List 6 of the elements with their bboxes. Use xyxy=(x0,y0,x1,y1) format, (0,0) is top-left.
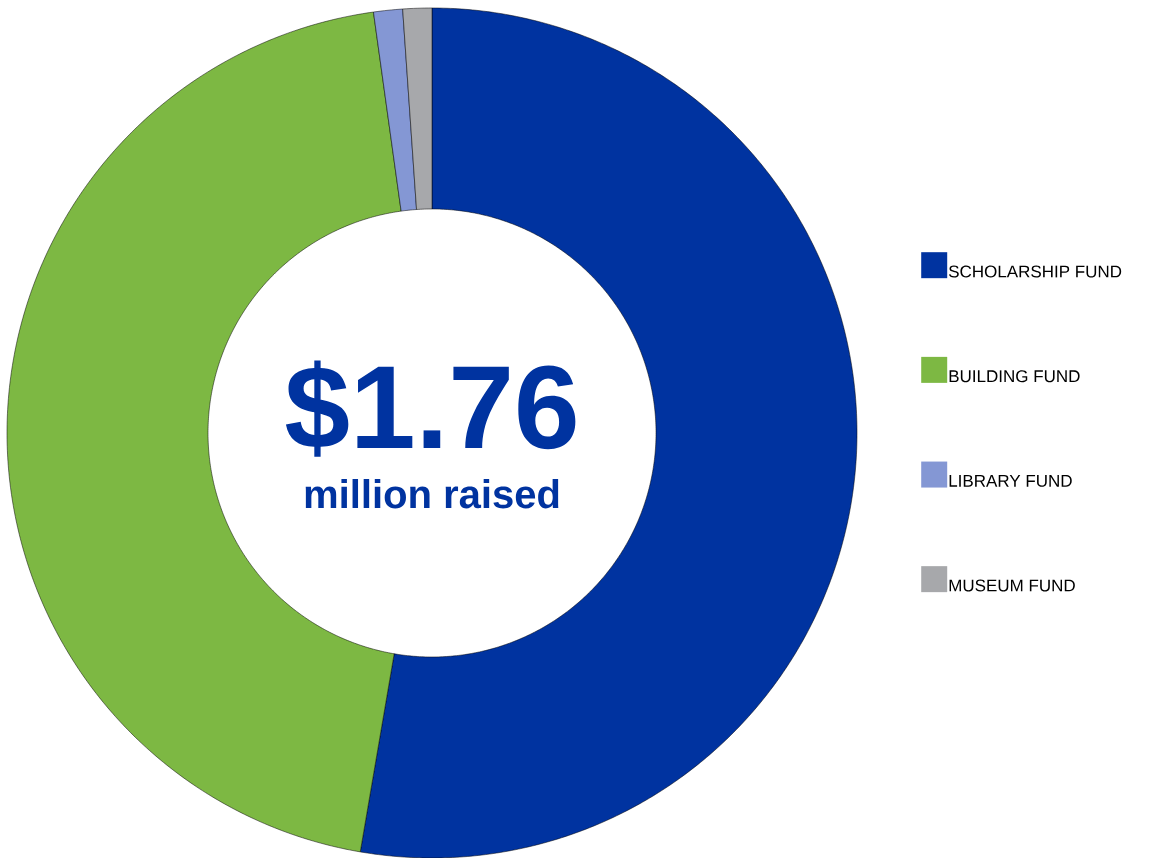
text: $1.76 xyxy=(285,360,576,457)
legend-label: SCHOLARSHIP FUND xyxy=(948,265,1122,278)
legend-label: MUSEUM FUND xyxy=(949,579,1075,592)
legend-label: LIBRARY FUND xyxy=(949,474,1072,487)
text: million raised xyxy=(305,479,559,509)
legend-label: BUILDING FUND xyxy=(949,370,1080,383)
